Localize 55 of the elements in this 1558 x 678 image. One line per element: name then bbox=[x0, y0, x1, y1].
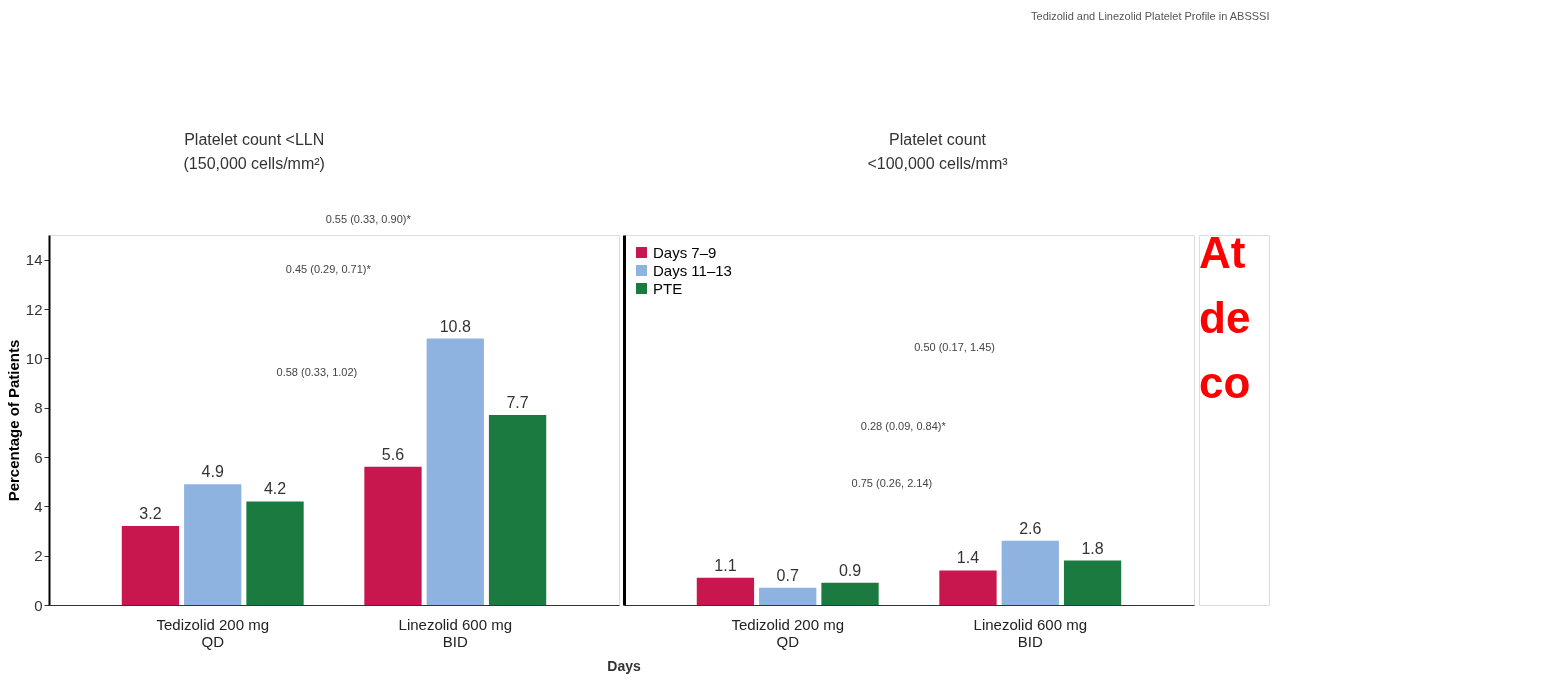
legend-label: Days 11–13 bbox=[653, 261, 732, 279]
data-label: 0.9 bbox=[838, 561, 862, 579]
bar bbox=[121, 526, 180, 605]
y-tick-label: 14 bbox=[25, 251, 43, 269]
text: Platelet count bbox=[889, 131, 986, 148]
data-label: 7.7 bbox=[506, 394, 529, 412]
text: Tedizolid and Linezolid Platelet Profile in ABSSSI bbox=[1031, 9, 1270, 22]
bar bbox=[426, 338, 484, 605]
bar bbox=[1063, 560, 1122, 605]
y-tick-label: 2 bbox=[34, 547, 43, 565]
text: de bbox=[1199, 293, 1251, 342]
bar bbox=[696, 577, 755, 605]
y-tick-label: 6 bbox=[34, 448, 43, 466]
annotation: 0.28 (0.09, 0.84)* bbox=[860, 420, 947, 433]
bar bbox=[939, 570, 997, 605]
data-label: 3.2 bbox=[139, 505, 162, 523]
data-label: 2.6 bbox=[1019, 519, 1042, 537]
annotation: 0.50 (0.17, 1.45) bbox=[914, 341, 995, 354]
x-tick-label: Tedizolid 200 mg QD bbox=[156, 615, 270, 650]
text: Platelet count <LLN bbox=[184, 131, 325, 148]
data-label: 4.9 bbox=[201, 463, 224, 481]
bar bbox=[1001, 540, 1059, 605]
data-label: 10.8 bbox=[439, 317, 471, 335]
x-axis-title: Days bbox=[607, 658, 641, 674]
annotation: 0.75 (0.26, 2.14) bbox=[851, 477, 933, 490]
text: <100,000 cells/mm³ bbox=[867, 155, 1008, 172]
bar bbox=[488, 415, 547, 605]
y-tick-label: 10 bbox=[25, 349, 43, 367]
data-label: 1.4 bbox=[956, 549, 980, 567]
legend-label: Days 7–9 bbox=[653, 243, 717, 261]
y-tick-label: 8 bbox=[34, 399, 43, 417]
data-label: 0.7 bbox=[776, 566, 799, 584]
annotation: 0.45 (0.29, 0.71)* bbox=[285, 262, 372, 275]
legend-label: PTE bbox=[653, 279, 683, 297]
data-label: 5.6 bbox=[381, 445, 405, 463]
text: (150,000 cells/mm²) bbox=[183, 155, 325, 172]
x-tick-label: Linezolid 600 mg BID bbox=[973, 615, 1087, 650]
data-label: 1.1 bbox=[714, 556, 737, 574]
data-label: 1.8 bbox=[1081, 539, 1104, 557]
text: co bbox=[1199, 358, 1251, 407]
y-tick-label: 4 bbox=[34, 497, 43, 515]
bar bbox=[759, 587, 817, 605]
annotation: 0.58 (0.33, 1.02) bbox=[276, 366, 358, 379]
text: At bbox=[1199, 228, 1246, 277]
y-tick-label: 12 bbox=[25, 300, 43, 318]
text: 0.55 (0.33, 0.90)* bbox=[325, 213, 412, 226]
bar bbox=[246, 501, 304, 605]
bar bbox=[364, 466, 422, 605]
x-tick-label: Linezolid 600 mg BID bbox=[398, 615, 512, 650]
bar bbox=[821, 582, 879, 605]
y-axis-title: Percentage of Patients bbox=[4, 339, 22, 502]
y-tick-label: 0 bbox=[34, 596, 43, 614]
bar bbox=[184, 484, 242, 605]
data-label: 4.2 bbox=[263, 480, 287, 498]
x-tick-label: Tedizolid 200 mg QD bbox=[731, 615, 845, 650]
